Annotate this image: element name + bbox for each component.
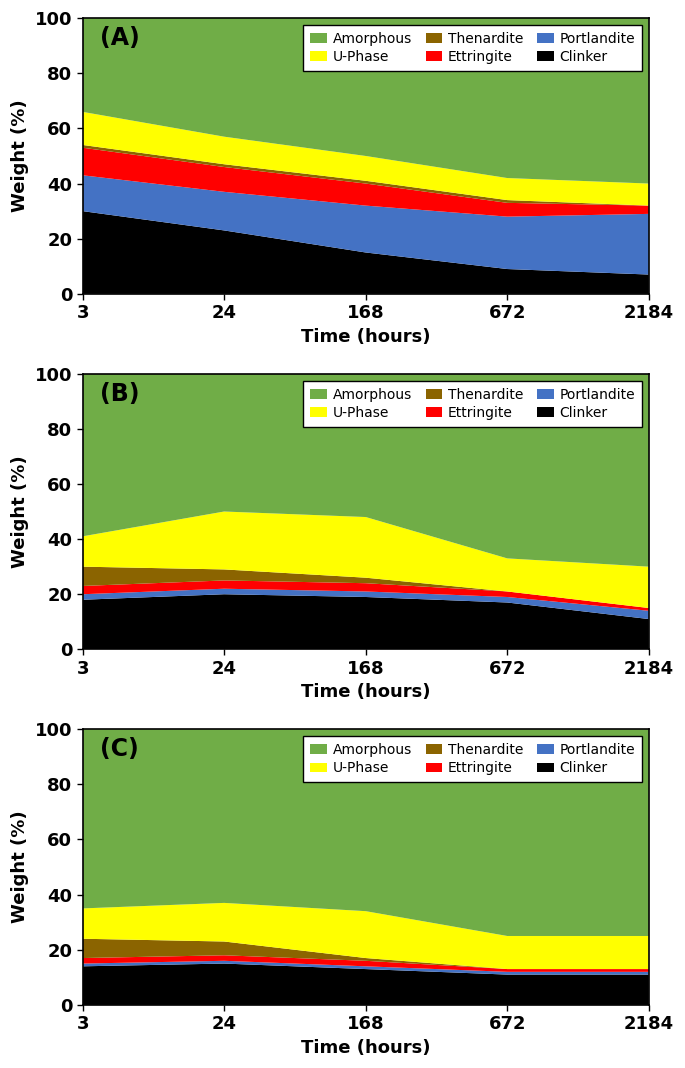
Legend: Amorphous, U-Phase, Thenardite, Ettringite, Portlandite, Clinker: Amorphous, U-Phase, Thenardite, Ettringi…	[303, 736, 642, 782]
Text: (C): (C)	[99, 738, 138, 761]
Text: (B): (B)	[99, 382, 139, 406]
Legend: Amorphous, U-Phase, Thenardite, Ettringite, Portlandite, Clinker: Amorphous, U-Phase, Thenardite, Ettringi…	[303, 25, 642, 72]
Y-axis label: Weight (%): Weight (%)	[11, 455, 29, 568]
X-axis label: Time (hours): Time (hours)	[301, 1039, 430, 1057]
X-axis label: Time (hours): Time (hours)	[301, 328, 430, 346]
Y-axis label: Weight (%): Weight (%)	[11, 811, 29, 924]
X-axis label: Time (hours): Time (hours)	[301, 684, 430, 702]
Text: (A): (A)	[99, 27, 139, 50]
Y-axis label: Weight (%): Weight (%)	[11, 99, 29, 213]
Legend: Amorphous, U-Phase, Thenardite, Ettringite, Portlandite, Clinker: Amorphous, U-Phase, Thenardite, Ettringi…	[303, 380, 642, 426]
